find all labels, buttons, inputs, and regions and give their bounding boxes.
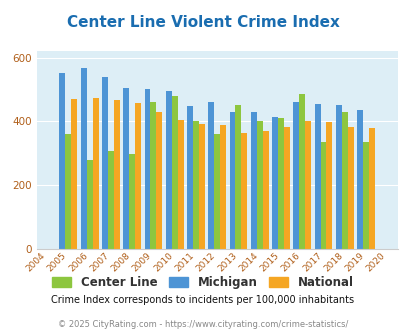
- Bar: [220, 125, 226, 249]
- Bar: [347, 127, 353, 249]
- Bar: [123, 88, 129, 249]
- Bar: [341, 113, 347, 249]
- Bar: [192, 121, 198, 249]
- Bar: [235, 106, 241, 249]
- Bar: [283, 127, 289, 249]
- Bar: [71, 99, 77, 249]
- Bar: [362, 142, 368, 249]
- Legend: Center Line, Michigan, National: Center Line, Michigan, National: [48, 272, 357, 294]
- Bar: [314, 104, 320, 249]
- Bar: [305, 121, 310, 249]
- Bar: [335, 105, 341, 249]
- Bar: [92, 98, 98, 249]
- Bar: [271, 116, 277, 249]
- Bar: [81, 68, 87, 249]
- Bar: [177, 120, 183, 249]
- Bar: [368, 128, 374, 249]
- Bar: [256, 121, 262, 249]
- Bar: [60, 73, 65, 249]
- Bar: [114, 100, 119, 249]
- Text: Center Line Violent Crime Index: Center Line Violent Crime Index: [66, 15, 339, 30]
- Bar: [298, 94, 305, 249]
- Bar: [326, 122, 332, 249]
- Bar: [129, 154, 135, 249]
- Bar: [262, 131, 268, 249]
- Text: Crime Index corresponds to incidents per 100,000 inhabitants: Crime Index corresponds to incidents per…: [51, 295, 354, 305]
- Bar: [87, 160, 92, 249]
- Bar: [102, 77, 108, 249]
- Bar: [214, 134, 220, 249]
- Text: © 2025 CityRating.com - https://www.cityrating.com/crime-statistics/: © 2025 CityRating.com - https://www.city…: [58, 319, 347, 329]
- Bar: [229, 112, 235, 249]
- Bar: [187, 106, 192, 249]
- Bar: [156, 112, 162, 249]
- Bar: [250, 112, 256, 249]
- Bar: [356, 110, 362, 249]
- Bar: [292, 102, 298, 249]
- Bar: [65, 134, 71, 249]
- Bar: [171, 96, 177, 249]
- Bar: [108, 151, 114, 249]
- Bar: [144, 89, 150, 249]
- Bar: [277, 117, 283, 249]
- Bar: [208, 102, 214, 249]
- Bar: [135, 103, 141, 249]
- Bar: [150, 102, 156, 249]
- Bar: [241, 133, 247, 249]
- Bar: [165, 91, 171, 249]
- Bar: [320, 142, 326, 249]
- Bar: [198, 124, 205, 249]
